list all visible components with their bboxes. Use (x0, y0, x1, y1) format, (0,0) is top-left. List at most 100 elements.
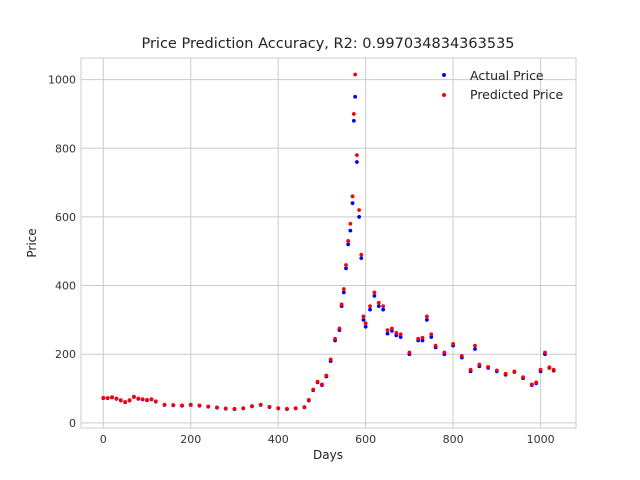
predicted-price-point (551, 367, 556, 372)
predicted-price-point (315, 379, 320, 384)
predicted-price-point (350, 194, 355, 199)
predicted-price-point (223, 406, 228, 411)
actual-price-point (353, 94, 358, 99)
predicted-price-point (149, 397, 154, 402)
y-axis-label: Price (25, 228, 39, 257)
predicted-price-point (398, 332, 403, 337)
predicted-price-point (197, 403, 202, 408)
x-tick-label: 200 (180, 433, 201, 446)
actual-price-point (350, 201, 355, 206)
y-tick-label: 1000 (48, 74, 76, 87)
predicted-price-point (320, 382, 324, 387)
predicted-price-point (123, 400, 128, 404)
predicted-price-point (306, 397, 311, 402)
legend-label-actual: Actual Price (470, 68, 544, 83)
predicted-price-point (442, 350, 447, 355)
predicted-price-point (381, 304, 386, 309)
actual-price-point (398, 335, 403, 339)
predicted-price-point (341, 287, 346, 291)
predicted-price-point (359, 252, 364, 257)
predicted-price-point (339, 302, 344, 307)
predicted-price-point (433, 343, 438, 348)
predicted-price-point (328, 357, 333, 362)
x-axis-label: Days (313, 448, 343, 462)
predicted-price-point (459, 354, 464, 358)
predicted-price-point (351, 112, 356, 116)
predicted-price-point (232, 406, 237, 411)
predicted-price-point (267, 404, 272, 409)
predicted-price-point (407, 350, 412, 355)
chart-title: Price Prediction Accuracy, R2: 0.9970348… (141, 36, 514, 52)
predicted-price-point (477, 362, 482, 367)
y-tick-label: 800 (55, 142, 76, 155)
predicted-price-point (361, 314, 366, 319)
predicted-price-point (420, 335, 425, 340)
actual-price-point (355, 160, 359, 164)
predicted-price-point (353, 72, 358, 77)
predicted-price-point (127, 398, 132, 403)
predicted-price-point (424, 314, 429, 319)
predicted-price-point (468, 367, 473, 372)
y-tick-labels: 0 200 400 600 800 1000 (48, 74, 76, 430)
predicted-price-point (118, 398, 123, 403)
predicted-price-point (503, 371, 508, 376)
predicted-price-point (355, 153, 359, 158)
predicted-price-point (357, 208, 362, 212)
legend-marker-actual (442, 73, 446, 77)
actual-price-point (368, 307, 372, 312)
predicted-price-point (368, 304, 372, 309)
predicted-price-point (276, 406, 281, 410)
actual-price-point (376, 304, 381, 309)
data-points (101, 72, 556, 412)
predicted-price-point (529, 382, 534, 387)
plot-frame (80, 57, 577, 429)
actual-price-point (344, 266, 348, 271)
predicted-price-point (346, 239, 351, 243)
predicted-price-point (215, 405, 219, 410)
actual-price-point (363, 324, 368, 329)
predicted-price-point (101, 395, 106, 400)
predicted-price-point (543, 350, 547, 355)
actual-price-point (357, 215, 362, 219)
predicted-price-point (333, 336, 337, 341)
predicted-price-point (114, 396, 119, 401)
predicted-price-point (324, 373, 329, 378)
predicted-price-point (180, 403, 184, 408)
y-tick-label: 200 (55, 348, 76, 361)
predicted-price-point (132, 395, 136, 400)
predicted-price-point (451, 342, 456, 346)
predicted-price-point (110, 395, 114, 400)
predicted-price-point (385, 328, 390, 333)
x-tick-label: 1000 (527, 433, 555, 446)
predicted-price-point (337, 326, 342, 331)
y-tick-label: 600 (55, 211, 76, 224)
predicted-price-point (394, 331, 399, 335)
actual-price-point (429, 335, 434, 339)
predicted-price-point (494, 368, 499, 373)
plot-area (81, 58, 576, 428)
actual-price-point (348, 228, 353, 233)
predicted-price-point (250, 404, 254, 408)
predicted-price-point (171, 403, 176, 407)
legend-label-predicted: Predicted Price (470, 87, 563, 102)
x-tick-label: 0 (100, 433, 107, 446)
x-tick-label: 800 (443, 433, 464, 446)
predicted-price-point (348, 221, 353, 226)
predicted-price-point (486, 365, 491, 369)
predicted-price-point (344, 263, 348, 267)
predicted-price-point (153, 399, 158, 404)
predicted-price-point (416, 336, 421, 341)
predicted-price-point (429, 332, 434, 337)
actual-price-point (361, 317, 366, 322)
predicted-price-point (376, 300, 381, 305)
actual-price-point (351, 118, 356, 123)
y-tick-label: 400 (55, 280, 76, 293)
actual-price-point (359, 256, 364, 261)
predicted-price-point (136, 396, 141, 401)
actual-price-point (424, 317, 429, 322)
predicted-price-point (285, 406, 289, 411)
predicted-price-point (293, 406, 298, 410)
predicted-price-point (512, 369, 517, 374)
legend: Actual Price Predicted Price (442, 68, 563, 102)
